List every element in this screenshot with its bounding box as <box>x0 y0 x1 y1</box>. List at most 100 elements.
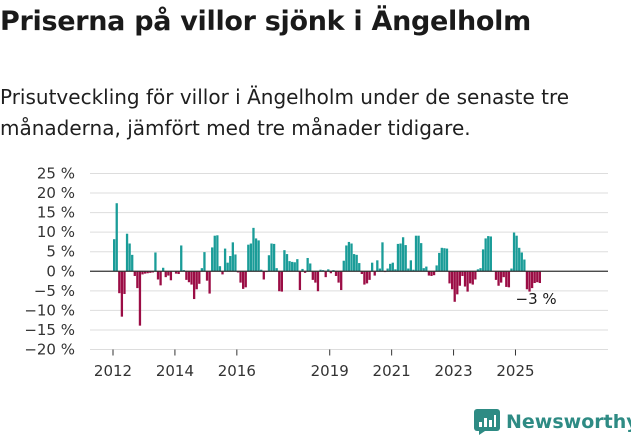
bars <box>113 203 541 326</box>
y-tick-label: 15 % <box>37 204 75 222</box>
bar <box>350 243 353 272</box>
bar <box>177 271 180 275</box>
bar <box>221 271 224 275</box>
bar <box>427 271 431 276</box>
bar <box>118 271 121 294</box>
bar <box>381 242 384 272</box>
bar <box>500 271 503 283</box>
bar <box>422 268 425 272</box>
bar <box>456 271 459 295</box>
bar <box>270 243 273 272</box>
y-tick-label: −10 % <box>24 301 75 319</box>
y-tick-label: −15 % <box>24 321 75 339</box>
bar <box>301 268 304 272</box>
bar <box>502 271 505 278</box>
y-tick-label: 10 % <box>37 223 75 241</box>
bar <box>113 239 116 272</box>
bar <box>298 271 302 291</box>
bar <box>518 247 521 272</box>
y-tick-label: −20 % <box>24 341 75 359</box>
bar <box>278 271 281 292</box>
x-axis-ticks: 2012 2014 2016 2019 2021 2023 2025 <box>94 349 535 380</box>
bar <box>389 263 392 272</box>
bar <box>303 271 307 273</box>
bar <box>525 271 529 290</box>
bar <box>412 269 415 272</box>
brand-name: Newsworthy <box>506 411 631 433</box>
bar <box>453 271 456 302</box>
bar <box>159 271 162 286</box>
bar <box>407 268 410 272</box>
bar <box>409 260 412 272</box>
bar <box>396 243 400 272</box>
bar <box>120 271 124 317</box>
bar <box>133 271 136 276</box>
bar <box>288 261 291 272</box>
bar <box>536 271 539 283</box>
bar <box>368 271 371 280</box>
bar <box>169 271 173 281</box>
x-tick-label: 2021 <box>373 362 411 380</box>
bar <box>296 259 299 272</box>
bar <box>280 271 283 292</box>
bar <box>293 262 296 272</box>
bar <box>440 247 443 272</box>
bar <box>417 235 420 272</box>
bar <box>378 268 382 272</box>
bar <box>530 271 534 289</box>
x-tick-label: 2023 <box>434 362 472 380</box>
bar <box>128 243 131 272</box>
bar <box>538 271 541 284</box>
bar <box>311 271 314 280</box>
bar <box>363 271 366 285</box>
bar <box>203 252 206 272</box>
bar <box>167 271 170 276</box>
bar <box>334 271 338 276</box>
bar <box>494 271 498 280</box>
bar <box>195 271 198 290</box>
brand: Newsworthy <box>474 407 631 437</box>
bar <box>476 269 480 272</box>
bar <box>115 203 118 272</box>
y-axis-ticks: 25 %20 % 15 %10 % 5 %0 % −5 %−10 % −15 % −20 … <box>24 165 75 359</box>
bar <box>180 245 183 272</box>
bar <box>123 271 126 294</box>
bar <box>208 271 211 294</box>
bar <box>487 236 490 272</box>
x-tick-label: 2019 <box>311 362 349 380</box>
bar <box>474 271 477 280</box>
bar <box>242 271 245 289</box>
bar <box>247 244 250 272</box>
bar <box>226 262 229 272</box>
bar <box>469 271 472 284</box>
bar <box>438 252 441 272</box>
bar <box>471 271 474 285</box>
bar <box>291 261 294 272</box>
bar <box>131 254 134 272</box>
y-tick-label: 25 % <box>37 165 75 183</box>
bar <box>337 271 340 283</box>
bar <box>528 271 531 292</box>
bar <box>329 271 333 274</box>
bar <box>231 242 234 272</box>
bar <box>360 271 363 275</box>
bar <box>445 248 449 272</box>
bar <box>386 268 389 272</box>
bar <box>174 271 178 274</box>
bar <box>327 269 330 272</box>
bar <box>252 227 255 272</box>
bar <box>136 271 139 289</box>
bar <box>254 238 258 272</box>
bar <box>146 271 149 274</box>
bar <box>461 271 464 276</box>
bar <box>229 256 232 272</box>
bar <box>205 271 209 281</box>
bar <box>272 243 276 272</box>
bar <box>154 252 157 272</box>
bar <box>340 271 343 291</box>
bar <box>430 271 433 276</box>
bar <box>507 271 511 288</box>
latest-value-label: −3 % <box>516 290 557 308</box>
bar <box>314 271 317 283</box>
bar <box>347 241 351 272</box>
